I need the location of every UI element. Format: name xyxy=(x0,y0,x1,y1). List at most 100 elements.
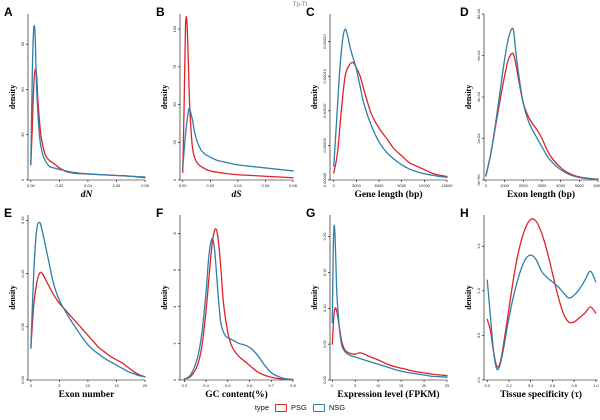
x-tick-label: 25 xyxy=(445,383,450,388)
x-tick-label: 0.6 xyxy=(550,383,556,388)
y-tick-label: 0 xyxy=(20,178,25,181)
y-tick-label: 1.5 xyxy=(476,243,481,249)
panel-b: B 0.00 0.02 0.04 0.06 0.08 0 25 50 75 100 dS density xyxy=(156,5,298,200)
panel-label-d: D xyxy=(460,5,469,19)
figure-top-title: Tp-Tt xyxy=(292,2,308,8)
y-tick-label: 0e+00 xyxy=(476,174,481,186)
x-tick-label: 1000 xyxy=(500,183,510,188)
panel-label-c: C xyxy=(306,5,315,19)
y-tick-label: 2e-04 xyxy=(476,133,481,144)
panel-e: E 0 5 10 15 20 0.00 0.05 0.10 0.15 Exon number dens… xyxy=(4,206,148,400)
density-curve-nsg xyxy=(183,237,294,381)
x-tick-label: 6000 xyxy=(375,183,385,188)
y-tick-label: 0 xyxy=(172,178,177,181)
x-axis-title: Gene length (bp) xyxy=(354,189,422,200)
panel-g: G 0 5 10 15 20 25 0.00 0.05 0.10 0.15 0.20 Expressio… xyxy=(306,206,450,400)
legend-label-psg: PSG xyxy=(291,403,307,412)
y-tick-label: 0.00015 xyxy=(322,68,327,83)
x-axis-title: Tissue specificity (τ) xyxy=(500,389,582,400)
x-tick-label: 15 xyxy=(399,383,404,388)
density-curve-psg xyxy=(183,228,294,381)
y-tick-label: 0.05 xyxy=(322,339,327,348)
panel-label-f: F xyxy=(156,206,163,220)
y-tick-label: 4 xyxy=(172,305,177,308)
x-tick-label: 15000 xyxy=(441,183,453,188)
x-tick-label: 2000 xyxy=(519,183,529,188)
y-tick-label: 75 xyxy=(172,64,177,69)
density-curve-nsg xyxy=(30,24,146,178)
x-tick-label: 20 xyxy=(143,383,148,388)
legend: type PSG NSG xyxy=(0,403,600,412)
x-tick-label: 5 xyxy=(354,383,357,388)
legend-title: type xyxy=(254,403,270,412)
x-axis-title: Expression level (FPKM) xyxy=(337,389,439,400)
x-tick-label: 0.06 xyxy=(113,183,122,188)
x-tick-label: 5 xyxy=(58,383,61,388)
y-axis-title: density xyxy=(464,85,473,109)
y-axis-title: density xyxy=(310,285,319,309)
x-tick-label: 0.02 xyxy=(55,183,64,188)
x-tick-label: 0 xyxy=(333,183,336,188)
y-tick-label: 0.00020 xyxy=(322,34,327,49)
density-curve-nsg xyxy=(30,221,146,378)
x-tick-label: 0.8 xyxy=(290,383,296,388)
density-curve-psg xyxy=(30,68,146,179)
y-tick-label: 0.00 xyxy=(322,375,327,384)
x-axis-title: dN xyxy=(81,190,94,200)
x-tick-label: 0.8 xyxy=(571,383,577,388)
panel-label-b: B xyxy=(156,5,165,19)
legend-key-psg xyxy=(275,403,288,412)
x-tick-label: 15 xyxy=(114,383,119,388)
y-tick-label: 6 xyxy=(172,268,177,271)
x-axis-title: Exon number xyxy=(59,390,115,400)
x-tick-label: 0.06 xyxy=(262,183,271,188)
x-tick-label: 0.04 xyxy=(84,183,93,188)
y-tick-label: 50 xyxy=(172,102,177,107)
x-tick-label: 10 xyxy=(376,383,381,388)
panel-label-h: H xyxy=(460,206,469,220)
x-axis-title: Exon length (bp) xyxy=(507,189,575,200)
y-tick-label: 0.00010 xyxy=(322,103,327,118)
x-tick-label: 9000 xyxy=(397,183,407,188)
panel-label-g: G xyxy=(306,206,315,220)
x-tick-label: 0.0 xyxy=(484,383,490,388)
y-axis-title: density xyxy=(160,285,169,309)
y-tick-label: 0.20 xyxy=(322,232,327,241)
x-tick-label: 3000 xyxy=(352,183,362,188)
panel-c: C 0 3000 6000 9000 12000 15000 0.00000 0.00005 0.… xyxy=(306,5,453,200)
y-axis-title: density xyxy=(8,85,17,109)
density-curve-psg xyxy=(333,61,448,178)
x-tick-label: 0.00 xyxy=(27,183,36,188)
density-curve-psg xyxy=(30,271,146,378)
y-tick-label: 1.0 xyxy=(476,287,481,293)
density-curve-psg xyxy=(331,307,448,377)
y-axis-title: density xyxy=(310,85,319,109)
y-tick-label: 2 xyxy=(172,341,177,344)
y-tick-label: 60 xyxy=(20,86,25,91)
y-tick-label: 0.10 xyxy=(20,269,25,278)
x-tick-label: 0 xyxy=(30,383,33,388)
x-tick-label: 0.3 xyxy=(182,383,188,388)
x-tick-label: 0.00 xyxy=(179,183,188,188)
density-curve-nsg xyxy=(485,27,599,181)
x-tick-label: 20 xyxy=(422,383,427,388)
x-tick-label: 0 xyxy=(331,383,334,388)
density-curve-nsg xyxy=(331,224,448,378)
y-tick-label: 90 xyxy=(20,41,25,46)
y-tick-label: 4e-04 xyxy=(476,91,481,102)
x-tick-label: 0.08 xyxy=(141,183,150,188)
density-curve-nsg xyxy=(333,28,448,178)
y-tick-label: 8e-04 xyxy=(476,8,481,19)
x-tick-label: 0.02 xyxy=(206,183,215,188)
x-tick-label: 6000 xyxy=(594,183,600,188)
density-curve-psg xyxy=(182,15,294,179)
x-tick-label: 10 xyxy=(86,383,91,388)
panel-h: H 0.0 0.2 0.4 0.6 0.8 1.0 0.0 0.5 1.0 1.5 Tissue sp… xyxy=(460,206,599,400)
x-tick-label: 0.04 xyxy=(234,183,243,188)
y-tick-label: 0.00 xyxy=(20,375,25,384)
y-axis-title: density xyxy=(464,285,473,309)
y-tick-label: 0.00000 xyxy=(322,172,327,187)
y-tick-label: 0.0 xyxy=(476,376,481,382)
panel-a: A 0.00 0.02 0.04 0.06 0.08 0 30 60 90 dN density xyxy=(4,5,150,200)
